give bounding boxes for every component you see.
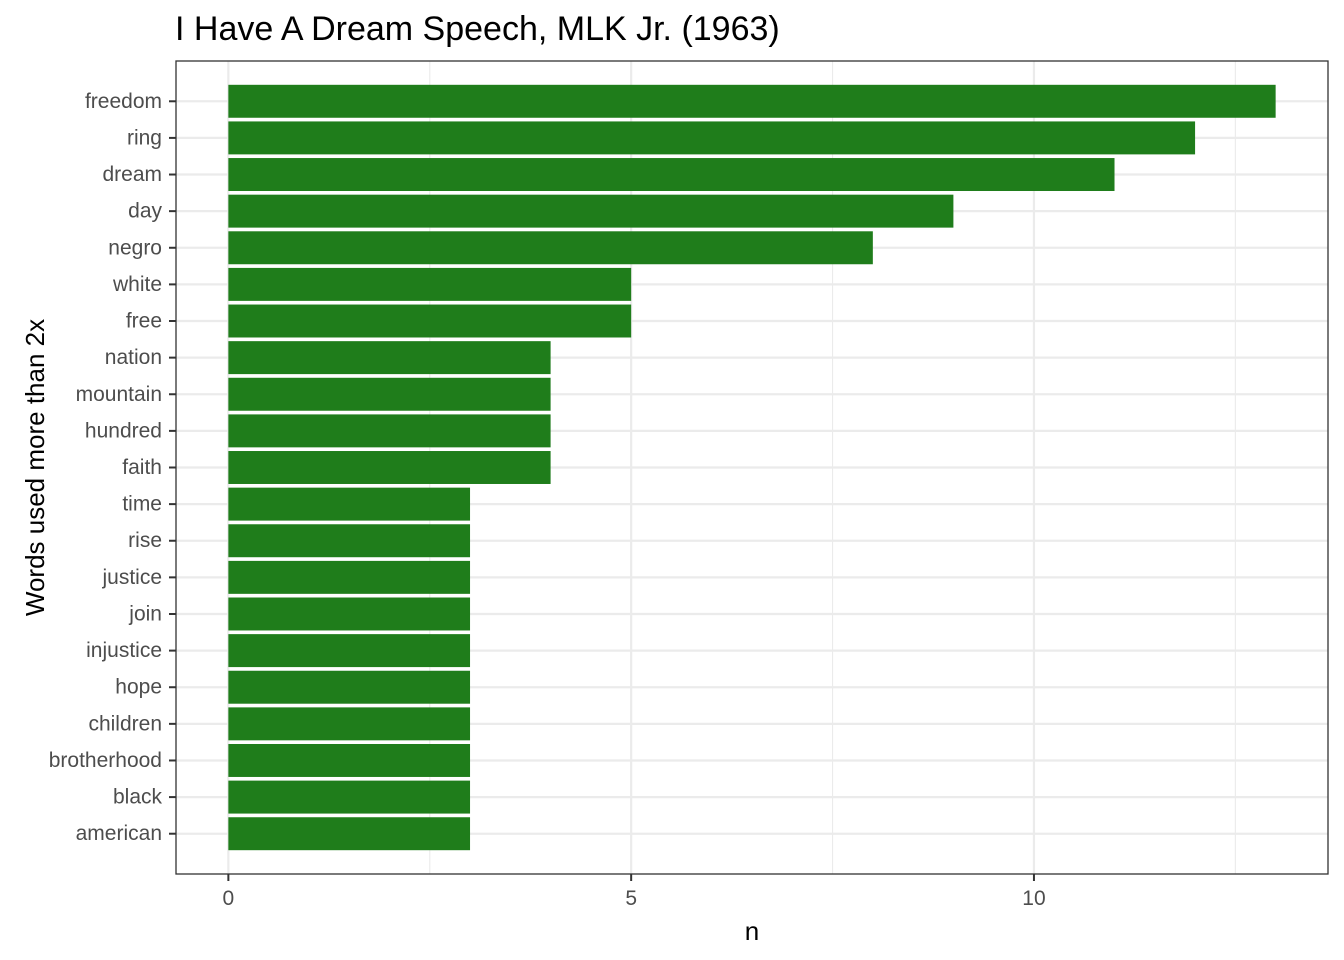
y-tick-label: negro	[108, 236, 162, 259]
bar-white	[228, 267, 632, 301]
chart-title: I Have A Dream Speech, MLK Jr. (1963)	[175, 10, 780, 48]
y-tick-label: hope	[115, 676, 162, 699]
bar-rise	[228, 524, 471, 558]
y-tick-label: ring	[127, 126, 162, 149]
y-tick-label: freedom	[85, 90, 162, 113]
y-axis-title: Words used more than 2x	[20, 319, 50, 616]
y-tick-label: nation	[105, 346, 162, 369]
x-axis: 0 5 10	[223, 874, 1046, 910]
bar-nation	[228, 341, 551, 375]
y-tick-label: hundred	[85, 419, 162, 442]
y-tick-label: free	[126, 310, 162, 333]
bar-free	[228, 304, 632, 338]
bar-mountain	[228, 377, 551, 411]
bar-join	[228, 597, 471, 631]
bar-negro	[228, 231, 873, 265]
y-tick-label: white	[112, 273, 162, 296]
bars-group	[228, 84, 1276, 851]
y-axis: freedom ring dream day negro white free nation m…	[49, 90, 176, 845]
y-tick-label: rise	[128, 529, 162, 552]
x-axis-title: n	[745, 916, 759, 946]
y-tick-label: brotherhood	[49, 749, 162, 772]
y-tick-label: justice	[101, 566, 162, 589]
bar-injustice	[228, 634, 471, 668]
y-tick-label: black	[113, 786, 163, 809]
bar-day	[228, 194, 954, 228]
y-tick-label: children	[88, 712, 162, 735]
y-tick-label: join	[128, 602, 162, 625]
bar-american	[228, 817, 471, 851]
y-tick-label: faith	[122, 456, 162, 479]
x-tick-label: 10	[1022, 887, 1045, 910]
y-tick-label: american	[76, 822, 162, 845]
bar-time	[228, 487, 471, 521]
bar-dream	[228, 158, 1115, 192]
x-tick-label: 5	[625, 887, 637, 910]
bar-justice	[228, 560, 471, 594]
y-tick-label: day	[128, 200, 162, 223]
bar-brotherhood	[228, 743, 471, 777]
bar-children	[228, 707, 471, 741]
bar-hundred	[228, 414, 551, 448]
x-tick-label: 0	[223, 887, 235, 910]
bar-faith	[228, 451, 551, 484]
bar-black	[228, 780, 471, 814]
y-tick-label: time	[122, 493, 162, 516]
y-tick-label: mountain	[76, 383, 162, 406]
y-tick-label: dream	[102, 163, 162, 186]
bar-hope	[228, 670, 471, 704]
bar-freedom	[228, 84, 1276, 118]
y-tick-label: injustice	[86, 639, 162, 662]
bar-ring	[228, 121, 1196, 155]
